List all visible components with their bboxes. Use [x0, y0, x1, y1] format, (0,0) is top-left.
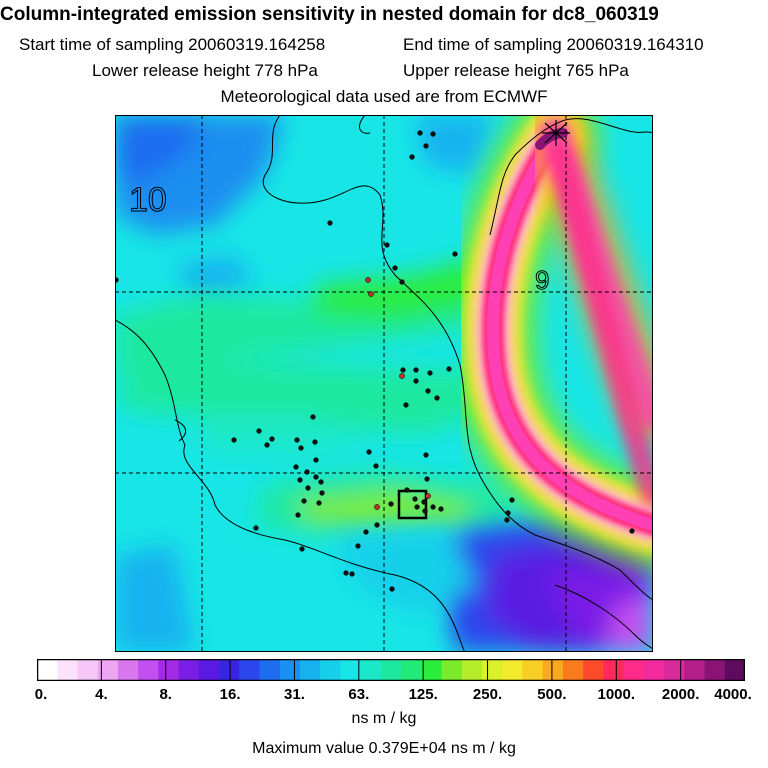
colorbar-tick-label: 0. [34, 686, 48, 703]
colorbar-tick-label: 2000. [661, 686, 700, 703]
colorbar-cell [360, 659, 382, 681]
end-time-label: End time of sampling 20060319.164310 [403, 35, 704, 54]
colorbar-tick-label: 4. [95, 686, 108, 703]
colorbar-tick-label: 4000. [714, 686, 752, 703]
colorbar-cell [320, 659, 341, 681]
colorbar-cell [219, 659, 240, 681]
colorbar-units: ns m / kg [351, 710, 417, 727]
station-dots [115, 130, 635, 592]
colorbar-tick-label: 8. [159, 686, 172, 703]
colorbar-cell [37, 659, 58, 681]
blue-sensitivity-region [115, 115, 495, 652]
colorbar-cell [603, 659, 625, 681]
colorbar-cell [643, 659, 665, 681]
release-location-marker [542, 120, 570, 146]
emission-sensitivity-map: 10 9 [115, 115, 653, 652]
colorbar-cell [441, 659, 463, 681]
colorbar-cell [401, 659, 422, 681]
met-data-label: Meteorological data used are from ECMWF [220, 87, 548, 106]
colorbar-cell [259, 659, 281, 681]
colorbar-tick-label: 250. [472, 686, 503, 703]
emission-plume [448, 115, 653, 570]
colorbar-cell [522, 659, 544, 681]
colorbar-tick-label: 31. [284, 686, 305, 703]
colorbar-tick-label: 16. [219, 686, 241, 703]
contour-label-9: 9 [535, 265, 549, 295]
colorbar-cell [239, 659, 261, 681]
start-time-label: Start time of sampling 20060319.164258 [19, 35, 326, 54]
colorbar-cell [684, 659, 706, 681]
sampling-box [397, 489, 428, 520]
colorbar-tick-label: 1000. [597, 686, 636, 703]
colorbar-tick-label: 125. [408, 686, 438, 703]
purple-sensitivity-region [335, 505, 653, 652]
colorbar-cell [623, 659, 645, 681]
colorbar-tick-label: 500. [537, 686, 567, 703]
colorbar [37, 659, 745, 681]
colorbar-cell [279, 659, 301, 681]
colorbar-cell [178, 659, 200, 681]
colorbar-cell [562, 659, 584, 681]
colorbar-cell [461, 659, 483, 681]
colorbar-cell [583, 659, 604, 681]
colorbar-cell [704, 659, 726, 681]
colorbar-cell [158, 659, 180, 681]
colorbar-cell [421, 659, 443, 681]
colorbar-cell [340, 659, 362, 681]
coastlines [115, 115, 653, 652]
lower-release-label: Lower release height 778 hPa [92, 61, 318, 80]
maximum-value-label: Maximum value 0.379E+04 ns m / kg [252, 740, 516, 757]
colorbar-cell [502, 659, 523, 681]
grid-lines [115, 115, 653, 652]
colorbar-cell [380, 659, 402, 681]
colorbar-cell [97, 659, 119, 681]
upper-release-label: Upper release height 765 hPa [403, 61, 629, 80]
colorbar-cell [664, 659, 685, 681]
colorbar-cell [138, 659, 159, 681]
colorbar-cell [542, 659, 564, 681]
page-title: Column-integrated emission sensitivity i… [0, 4, 659, 25]
contour-label-10: 10 [129, 181, 167, 219]
colorbar-cell [57, 659, 78, 681]
colorbar-cell [198, 659, 220, 681]
colorbar-cell [482, 659, 503, 681]
colorbar-cell [724, 659, 745, 681]
colorbar-cell [77, 659, 99, 681]
colorbar-tick-label: 63. [348, 686, 370, 703]
colorbar-cell [117, 659, 139, 681]
colorbar-cell [299, 659, 321, 681]
